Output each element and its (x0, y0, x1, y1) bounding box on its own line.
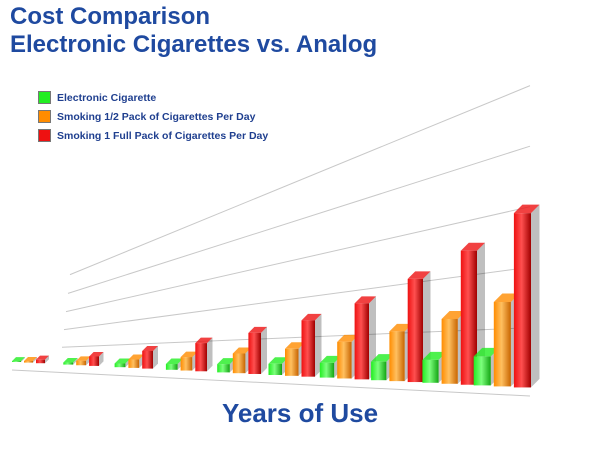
bar-half-pack (493, 302, 511, 387)
legend-item-electronic: Electronic Cigarette (38, 88, 268, 107)
chart-subtitle: Electronic Cigarettes vs. Analog (10, 31, 378, 58)
bar-top (248, 326, 267, 333)
legend-item-full-pack: Smoking 1 Full Pack of Cigarettes Per Da… (38, 126, 268, 145)
bar-electronic (217, 364, 230, 373)
bar-top (76, 356, 91, 361)
bar-electronic (63, 362, 74, 365)
bar-half-pack (285, 348, 299, 376)
bar-half-pack (337, 341, 352, 379)
bar-top (128, 354, 145, 360)
legend-label: Smoking 1/2 Pack of Cigarettes Per Day (57, 110, 256, 123)
bar-side (99, 351, 104, 366)
bar-side (153, 345, 158, 369)
bar-side (45, 355, 49, 364)
bar-top (12, 357, 25, 362)
grid-line (69, 85, 531, 276)
bar-top (268, 357, 289, 364)
bar-top (441, 310, 466, 319)
bar-top (473, 347, 500, 357)
grid-line (63, 266, 531, 331)
bar-half-pack (128, 359, 140, 368)
legend-swatch (38, 110, 51, 123)
chart-legend: Electronic Cigarette Smoking 1/2 Pack of… (38, 88, 268, 145)
bar-top (24, 356, 37, 361)
bar-half-pack (24, 360, 33, 363)
bar-top (89, 351, 104, 357)
bar-side (531, 204, 540, 388)
bar-half-pack (232, 353, 246, 374)
bar-electronic (422, 359, 439, 383)
bar-electronic (319, 362, 335, 378)
bar-top (460, 242, 485, 251)
legend-label: Electronic Cigarette (57, 91, 157, 104)
bar-full-pack (195, 343, 207, 372)
bar-top (232, 347, 252, 354)
bar-side (73, 358, 78, 365)
bar-full-pack (513, 213, 531, 388)
bar-top (301, 313, 322, 321)
baseline (11, 369, 531, 397)
bar-side (207, 337, 213, 372)
bar-side (261, 326, 267, 374)
grid-line (65, 206, 531, 313)
bar-full-pack (460, 250, 477, 385)
bar-top (354, 296, 376, 304)
bar-top (371, 354, 394, 362)
bar-top (319, 355, 342, 363)
bar-half-pack (180, 357, 193, 371)
bar-full-pack (407, 278, 423, 383)
bar-full-pack (36, 359, 45, 364)
bar-electronic (12, 361, 21, 362)
bar-top (165, 358, 184, 365)
bar-top (337, 334, 359, 342)
legend-swatch (38, 129, 51, 142)
bar-top (142, 345, 158, 351)
bar-electronic (165, 364, 178, 370)
bar-full-pack (301, 320, 315, 377)
bar-side (33, 356, 37, 363)
bar-full-pack (142, 350, 153, 369)
legend-swatch (38, 91, 51, 104)
bar-top (285, 342, 305, 349)
legend-label: Smoking 1 Full Pack of Cigarettes Per Da… (57, 129, 269, 142)
bar-top (513, 204, 540, 214)
bar-half-pack (76, 360, 87, 366)
bar-top (63, 358, 78, 363)
bar-top (36, 355, 49, 360)
bar-side (21, 357, 25, 362)
bar-electronic (371, 361, 387, 381)
bar-top (389, 323, 413, 332)
bar-electronic (268, 363, 282, 375)
bar-top (217, 358, 236, 365)
bar-top (493, 293, 520, 303)
bar-full-pack (354, 303, 369, 380)
x-axis-label: Years of Use (221, 398, 379, 428)
bar-top (195, 337, 213, 344)
bar-electronic (114, 363, 126, 368)
bar-electronic (473, 356, 491, 386)
bar-top (114, 358, 131, 364)
bar-top (180, 351, 198, 358)
grid-line (67, 145, 531, 294)
bar-side (315, 313, 322, 377)
bar-full-pack (248, 332, 261, 374)
bar-top (422, 351, 447, 360)
bar-full-pack (89, 356, 99, 366)
legend-item-half-pack: Smoking 1/2 Pack of Cigarettes Per Day (38, 107, 268, 126)
bar-top (407, 271, 431, 279)
bar-half-pack (389, 331, 405, 382)
chart-title: Cost Comparison (10, 3, 211, 30)
bar-half-pack (441, 318, 458, 384)
